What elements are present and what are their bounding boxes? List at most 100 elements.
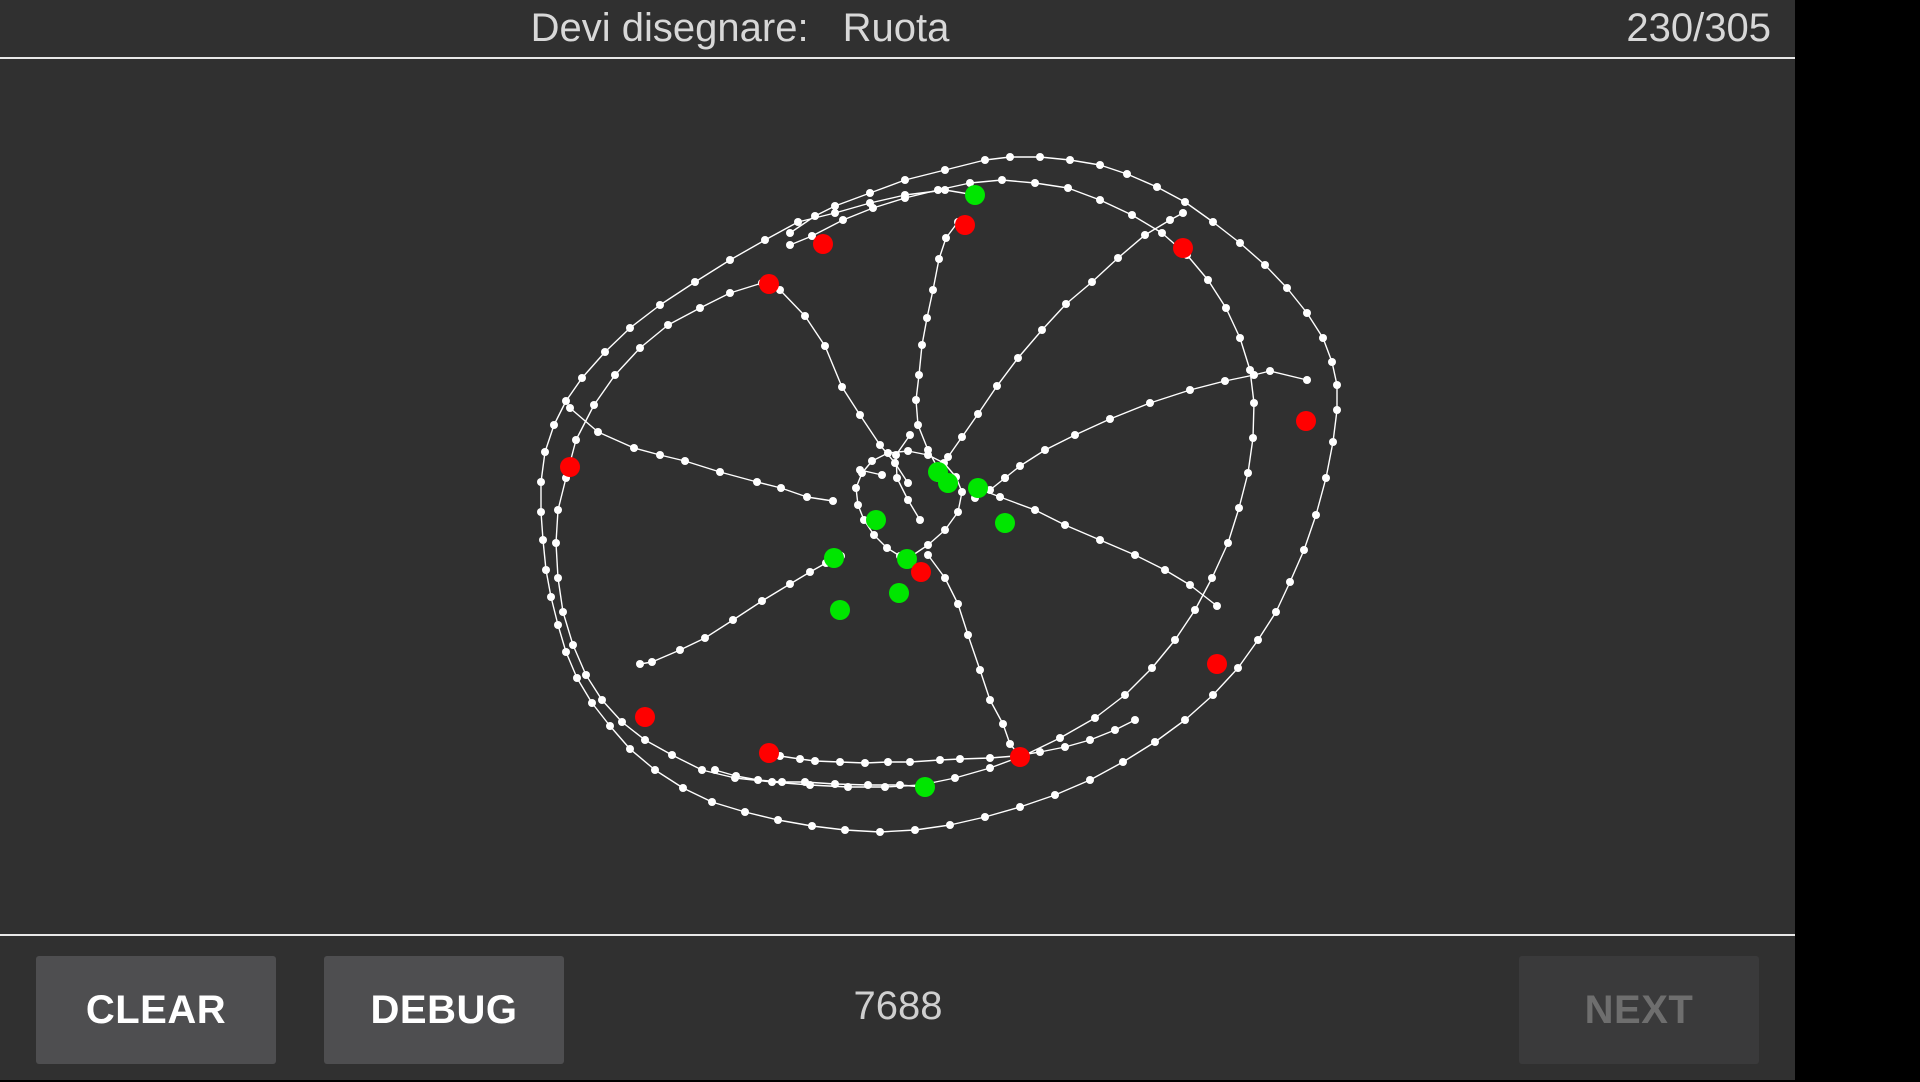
stroke-point [870, 531, 878, 539]
stroke-point [803, 493, 811, 501]
stroke-point [1319, 334, 1327, 342]
stroke-point [901, 176, 909, 184]
stroke-point [711, 766, 719, 774]
stroke-point [701, 634, 709, 642]
stroke-point [986, 764, 994, 772]
stroke-point [881, 783, 889, 791]
stroke-point [1333, 381, 1341, 389]
stroke-point [1250, 371, 1258, 379]
target-word: Ruota [842, 6, 950, 50]
stroke-point [547, 593, 555, 601]
stroke-point [681, 457, 689, 465]
stroke-point [1036, 153, 1044, 161]
stroke-point [1056, 734, 1064, 742]
stroke-point [641, 736, 649, 744]
stroke-point [915, 371, 923, 379]
stroke-point [554, 574, 562, 582]
stroke-point [831, 780, 839, 788]
stroke-point [1328, 358, 1336, 366]
debug-button[interactable]: DEBUG [324, 956, 564, 1064]
stroke-point [1014, 354, 1022, 362]
stroke-point [956, 755, 964, 763]
stroke-point [831, 202, 839, 210]
stroke-point [1208, 574, 1216, 582]
stroke-point [1300, 546, 1308, 554]
stroke-point [794, 218, 802, 226]
stroke-point [829, 497, 837, 505]
stroke-point [999, 720, 1007, 728]
stroke-point [951, 774, 959, 782]
stroke-point [941, 574, 949, 582]
stroke-point [1179, 209, 1187, 217]
stroke-start-marker [889, 583, 909, 603]
stroke-start-marker [968, 478, 988, 498]
stroke-start-marker [830, 600, 850, 620]
footer-bar: CLEAR DEBUG 7688 NEXT [0, 934, 1795, 1082]
stroke-end-marker [635, 707, 655, 727]
stroke-point [866, 189, 874, 197]
next-button[interactable]: NEXT [1519, 956, 1759, 1064]
stroke-point [1148, 664, 1156, 672]
stroke-point [559, 608, 567, 616]
stroke-point [552, 539, 560, 547]
stroke-end-marker [955, 215, 975, 235]
stroke-point [941, 166, 949, 174]
stroke-point [1153, 183, 1161, 191]
stroke-point [860, 516, 868, 524]
stroke-point [806, 568, 814, 576]
stroke-point [758, 597, 766, 605]
stroke-point [891, 459, 899, 467]
drawing-canvas[interactable] [0, 59, 1795, 934]
stroke-point [550, 421, 558, 429]
stroke-point [918, 341, 926, 349]
stroke-point [626, 745, 634, 753]
stroke-point [1303, 376, 1311, 384]
stroke-point [668, 751, 676, 759]
header-bar: Devi disegnare: Ruota 230/305 [0, 0, 1795, 59]
stroke-point [729, 616, 737, 624]
stroke-point [906, 431, 914, 439]
stroke-point [537, 478, 545, 486]
stroke-point [1061, 743, 1069, 751]
stroke-point [1036, 748, 1044, 756]
stroke-point [1186, 581, 1194, 589]
stroke-point [778, 778, 786, 786]
stroke-point [1086, 736, 1094, 744]
stroke-point [562, 648, 570, 656]
stroke-point [1254, 636, 1262, 644]
stroke-point [935, 255, 943, 263]
stroke-path-15 [714, 769, 925, 788]
stroke-point [1146, 399, 1154, 407]
stroke-point [811, 212, 819, 220]
stroke-point [1131, 716, 1139, 724]
stroke-point [1131, 551, 1139, 559]
progress-counter: 230/305 [1626, 6, 1771, 50]
stroke-point [974, 410, 982, 418]
stroke-point [1001, 474, 1009, 482]
stroke-point [696, 304, 704, 312]
stroke-point [801, 778, 809, 786]
stroke-point [777, 484, 785, 492]
stroke-point [573, 674, 581, 682]
stroke-point [1204, 276, 1212, 284]
stroke-start-marker [995, 513, 1015, 533]
stroke-point [878, 471, 886, 479]
stroke-end-marker [1010, 747, 1030, 767]
stroke-point [601, 348, 609, 356]
stroke-path-10 [769, 283, 909, 484]
stroke-point [541, 448, 549, 456]
stroke-start-marker [824, 548, 844, 568]
stroke-point [884, 449, 892, 457]
stroke-point [1303, 309, 1311, 317]
stroke-point [786, 229, 794, 237]
stroke-point [958, 488, 966, 496]
stroke-point [572, 436, 580, 444]
stroke-point [676, 646, 684, 654]
stroke-point [981, 813, 989, 821]
stroke-point [808, 232, 816, 240]
stroke-point [892, 451, 900, 459]
stroke-point [598, 696, 606, 704]
stroke-point [852, 484, 860, 492]
stroke-point [1186, 386, 1194, 394]
clear-button[interactable]: CLEAR [36, 956, 276, 1064]
